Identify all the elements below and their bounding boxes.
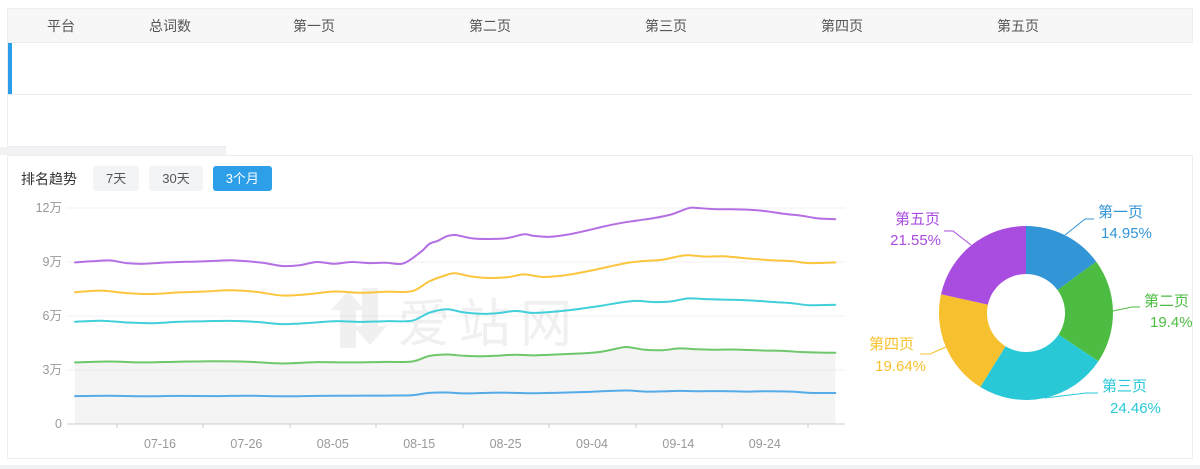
trend-tab-7天[interactable]: 7天 (93, 166, 140, 191)
th-page-2: 第二页 (469, 17, 511, 34)
x-tick-label: 09-14 (662, 437, 694, 451)
donut-slice-page-2[interactable] (1057, 261, 1113, 362)
trend-tab-3个月[interactable]: 3个月 (212, 166, 272, 191)
trend-tab-30天[interactable]: 30天 (149, 166, 203, 191)
donut-callout-line (944, 230, 972, 246)
series-line-page-2[interactable] (74, 346, 837, 365)
donut-slice-page-5[interactable] (941, 225, 1026, 305)
donut-percent-page-2: 19.4% (1150, 314, 1192, 331)
trend-title: 排名趋势 (21, 170, 77, 187)
th-page-3: 第三页 (645, 17, 687, 34)
donut-slice-page-3[interactable] (980, 334, 1099, 400)
donut-percent-page-4: 19.64% (875, 358, 926, 375)
y-tick-label: 6万 (43, 309, 62, 323)
watermark: 爱站网 (331, 288, 581, 354)
y-tick-label: 12万 (36, 201, 62, 215)
donut-callout-line (920, 346, 947, 355)
x-tick-label: 08-25 (490, 437, 522, 451)
watermark-logo-up-arrow (331, 291, 365, 348)
donut-label-page-1: 第一页 (1098, 203, 1143, 221)
rank-table-body: PC端114,11517,05614.95%▼22,14419.40%▲27,9… (8, 42, 1200, 469)
th-page-1: 第一页 (293, 17, 335, 34)
donut-callout-line (1044, 392, 1098, 399)
page-footer-strip (0, 465, 1200, 469)
donut-percent-page-3: 24.46% (1110, 400, 1161, 417)
watermark-logo-down-arrow (353, 288, 387, 345)
trend-panel: 排名趋势 7天 30天 3个月 爱站网 07-16 07-26 08-05 08-15 08-… (7, 155, 1193, 459)
donut-callout-line (1112, 306, 1140, 312)
donut-label-page-2: 第二页 (1144, 292, 1189, 310)
y-tick-label: 9万 (43, 255, 62, 269)
watermark-text: 爱站网 (398, 296, 581, 354)
series-line-page-5[interactable] (74, 206, 837, 268)
series-line-page-3[interactable] (74, 297, 837, 326)
x-tick-label: 08-05 (317, 437, 349, 451)
donut-label-page-5: 第五页 (895, 210, 940, 228)
x-tick-label: 09-04 (576, 437, 608, 451)
series-line-page-4[interactable] (74, 254, 837, 297)
x-tick-label: 09-24 (749, 437, 781, 451)
rank-table-header: 平台 总词数 第一页 第二页 第三页 第四页 第五页 (8, 9, 1192, 42)
donut-callout-line (1064, 218, 1094, 236)
donut-slice-page-4[interactable] (938, 294, 1006, 387)
area-fill (75, 347, 836, 424)
trend-tabbar: 排名趋势 7天 30天 3个月 (21, 166, 282, 191)
donut-percent-page-1: 14.95% (1101, 225, 1152, 242)
th-total: 总词数 (149, 17, 191, 34)
donut-slice-page-1[interactable] (1026, 226, 1097, 290)
x-tick-label: 08-15 (403, 437, 435, 451)
table-row-mobile[interactable]: 移动端89,22914,81616.60%▼19,53221.89%▲17,35… (8, 94, 1200, 469)
series-line-page-1[interactable] (74, 389, 837, 398)
trend-tabs: 7天 30天 3个月 (93, 166, 282, 191)
th-platform: 平台 (47, 17, 75, 34)
donut-percent-page-5: 21.55% (890, 232, 941, 249)
th-page-4: 第四页 (821, 17, 863, 34)
donut-label-page-3: 第三页 (1102, 377, 1147, 395)
x-tick-label: 07-16 (144, 437, 176, 451)
y-tick-label: 0 (55, 417, 62, 431)
th-page-5: 第五页 (997, 17, 1039, 34)
y-tick-label: 3万 (43, 363, 62, 377)
table-row-pc[interactable]: PC端114,11517,05614.95%▼22,14419.40%▲27,9… (8, 42, 1200, 469)
donut-label-page-4: 第四页 (869, 335, 914, 353)
x-tick-label: 07-26 (230, 437, 262, 451)
